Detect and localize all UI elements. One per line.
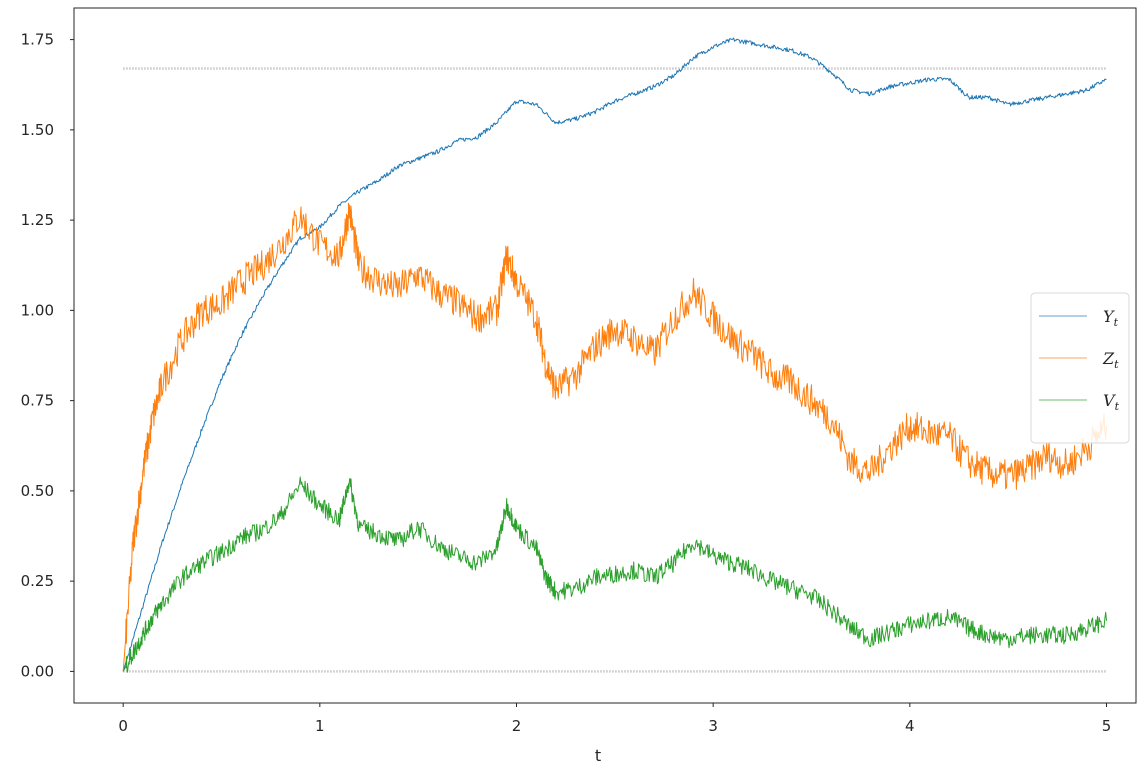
legend: Yt Zt Vt — [1030, 292, 1130, 444]
x-tick-label: 3 — [708, 717, 718, 735]
x-tick-label: 5 — [1102, 717, 1112, 735]
y-tick-label: 0.50 — [21, 482, 54, 500]
series-line-v — [122, 476, 1107, 673]
reference-lines — [123, 67, 1107, 673]
y-tick-label: 1.25 — [21, 211, 54, 229]
y-tick-label: 1.75 — [21, 31, 54, 49]
y-axis-ticks: 0.00 0.25 0.50 0.75 1.00 1.25 1.50 1.75 — [21, 31, 74, 680]
x-tick-label: 4 — [905, 717, 915, 735]
series-line-y — [122, 37, 1107, 672]
legend-label-v: Vt — [1103, 391, 1120, 413]
legend-label-y: Yt — [1103, 307, 1119, 329]
y-tick-label: 0.00 — [21, 662, 54, 680]
x-tick-label: 2 — [512, 717, 522, 735]
y-tick-label: 0.75 — [21, 392, 54, 410]
series-lines — [122, 37, 1107, 673]
x-tick-label: 0 — [118, 717, 128, 735]
x-axis-ticks: 0 1 2 3 4 5 — [118, 703, 1111, 735]
y-tick-label: 0.25 — [21, 572, 54, 590]
legend-box — [1030, 292, 1130, 444]
legend-label-z: Zt — [1102, 349, 1119, 371]
series-line-z — [122, 202, 1107, 672]
x-tick-label: 1 — [315, 717, 325, 735]
plot-frame — [73, 7, 1137, 704]
y-tick-label: 1.50 — [21, 121, 54, 139]
y-tick-label: 1.00 — [21, 301, 54, 319]
x-axis-label: t — [595, 746, 601, 765]
